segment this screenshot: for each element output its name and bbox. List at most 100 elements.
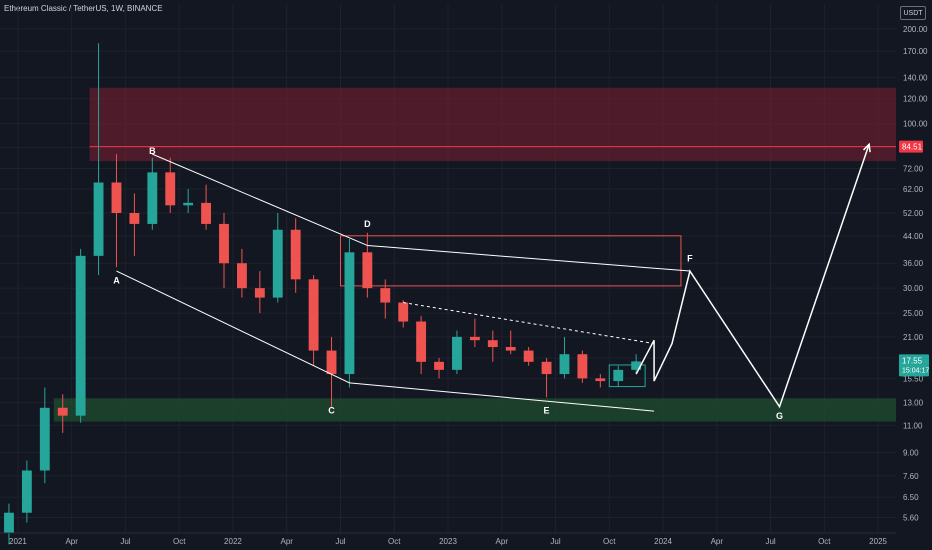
price-tick-label: 25.00	[903, 309, 924, 318]
price-tick-label: 21.00	[903, 333, 924, 342]
trendline	[367, 244, 690, 272]
candle-body	[236, 263, 247, 289]
price-tick-label: 170.00	[903, 47, 928, 56]
candle-body	[272, 229, 283, 298]
candle-body	[290, 229, 301, 280]
candle-body	[254, 288, 265, 298]
wave-label-F: F	[687, 253, 693, 263]
candle-body	[613, 369, 624, 382]
projection-arrowhead	[862, 142, 871, 153]
candle-body	[523, 350, 534, 362]
candle	[595, 374, 606, 388]
candle-body	[595, 378, 606, 382]
candle-body	[147, 172, 158, 224]
current-price-value: 17.55	[902, 356, 923, 365]
zone-resistance	[89, 87, 897, 162]
candle-body	[398, 302, 409, 322]
time-tick-label: Oct	[818, 537, 831, 546]
candle	[183, 188, 194, 213]
chart-title: Ethereum Classic / TetherUS, 1W, BINANCE	[4, 4, 163, 13]
candle	[362, 232, 373, 298]
time-tick-label: 2022	[224, 537, 242, 546]
zone-box-lower	[608, 364, 646, 388]
price-tag-box	[899, 140, 923, 153]
candle-body	[559, 354, 570, 375]
time-tick-label: 2023	[439, 537, 457, 546]
wave-label-E: E	[544, 405, 550, 415]
time-tick-label: 2025	[869, 537, 887, 546]
candle-body	[93, 182, 104, 256]
wave-label-A: A	[113, 276, 120, 286]
price-tick-label: 140.00	[903, 74, 928, 83]
candle	[469, 318, 480, 348]
wave-label-G: G	[776, 411, 783, 421]
wave-label-D: D	[364, 219, 371, 229]
candle	[254, 271, 265, 314]
trendline	[116, 270, 350, 384]
time-tick-label: Apr	[65, 537, 78, 546]
candle	[380, 279, 391, 319]
candle-body	[434, 361, 444, 370]
trendline	[152, 153, 368, 246]
time-tick-label: 2024	[654, 537, 672, 546]
price-tick-label: 13.00	[903, 398, 924, 407]
price-tags: 84.51 17.55 15:04:17	[899, 140, 929, 377]
price-tick-label: 5.60	[903, 514, 919, 523]
candle-body	[487, 340, 498, 348]
price-tick-label: 72.00	[903, 165, 924, 174]
time-tick-label: Jul	[120, 537, 130, 546]
time-axis: 2021 Apr Jul Oct 2022 Apr Jul Oct 2023 Apr Jul Oct 2…	[0, 532, 896, 546]
candle	[523, 347, 534, 366]
dashed-trendline	[403, 302, 655, 345]
candle-body	[165, 172, 176, 206]
candle	[434, 357, 444, 379]
candle	[236, 248, 247, 298]
candle-body	[201, 202, 212, 224]
candle	[344, 238, 355, 388]
candle-body	[129, 212, 140, 224]
price-tick-label: 11.00	[903, 421, 923, 430]
candle	[577, 350, 588, 383]
grid	[0, 4, 896, 533]
candle	[272, 212, 283, 303]
zone-box-upper	[339, 235, 682, 287]
price-tick-label: 44.00	[903, 232, 924, 241]
time-tick-label: Apr	[280, 537, 293, 546]
candle-body	[452, 336, 462, 370]
time-tick-label: Jul	[335, 537, 345, 546]
time-tick-label: Jul	[765, 537, 775, 546]
current-price-box	[899, 354, 929, 377]
wave-points: A B C D E F G	[113, 146, 783, 421]
price-tick-label: 52.00	[903, 209, 924, 218]
price-tick-label: 62.00	[903, 185, 924, 194]
candle-body	[344, 252, 355, 375]
candle	[165, 157, 176, 213]
candle-body	[541, 361, 552, 375]
candle-body	[4, 512, 14, 533]
candle-body	[469, 336, 480, 341]
candles	[4, 43, 642, 545]
candle	[4, 503, 14, 545]
time-tick-label: Oct	[388, 537, 401, 546]
candle	[201, 184, 212, 230]
candle	[631, 354, 642, 375]
price-tick-label: 15.50	[903, 374, 924, 383]
candle	[39, 387, 50, 484]
projection-path	[635, 144, 870, 409]
candle	[505, 330, 516, 355]
candle	[308, 275, 319, 366]
candle	[613, 365, 624, 387]
candle	[21, 460, 32, 523]
candle	[129, 193, 140, 256]
candle	[398, 300, 409, 328]
price-tag-resistance: 84.51	[899, 140, 923, 153]
candle	[219, 212, 229, 289]
candle-body	[326, 350, 337, 375]
trendlines	[116, 142, 871, 412]
current-price-countdown: 15:04:17	[902, 367, 929, 374]
candle-body	[39, 407, 50, 471]
candle-body	[57, 407, 68, 416]
price-tick-label: 7.60	[903, 472, 919, 481]
currency-button[interactable]: USDT	[900, 6, 926, 20]
